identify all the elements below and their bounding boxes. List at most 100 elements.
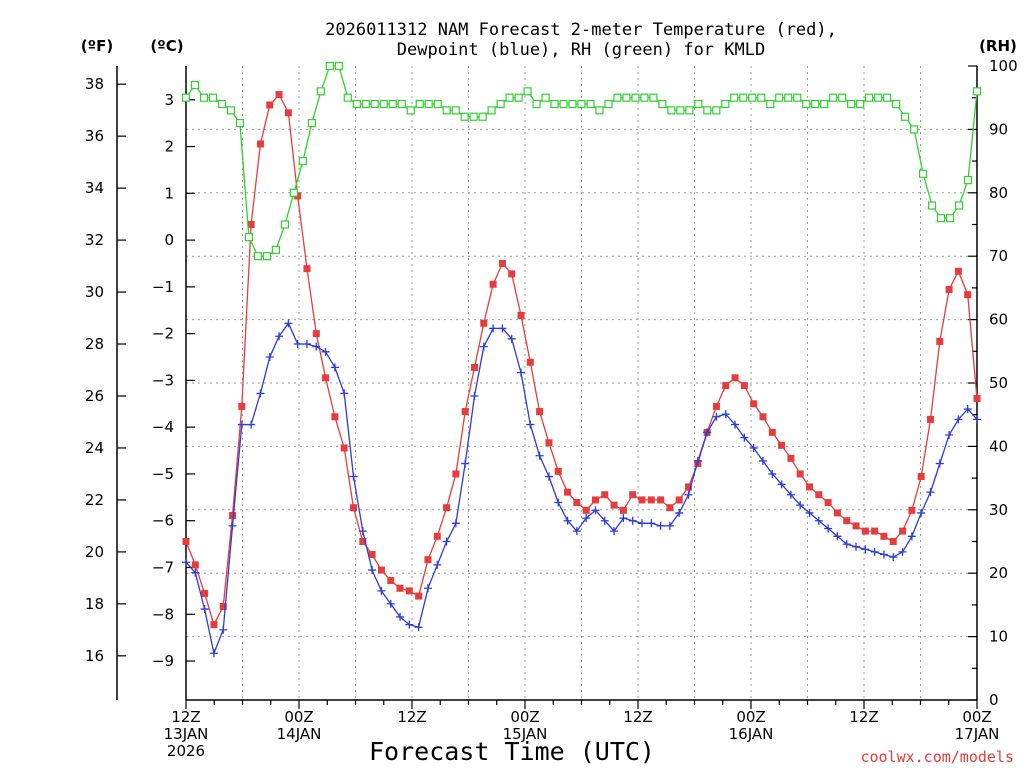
rh-point	[631, 93, 640, 102]
dewpoint-point	[842, 540, 851, 549]
dewpoint-point	[219, 625, 228, 634]
fahrenheit-tick-label: 20	[85, 543, 104, 561]
rh-point	[370, 99, 379, 109]
x-tick-label: 17JAN	[955, 725, 1000, 743]
dewpoint-line	[185, 321, 978, 656]
temperature-point	[954, 267, 962, 275]
rh-point	[856, 99, 865, 109]
temperature-point	[554, 467, 562, 475]
temperature-point	[619, 506, 627, 514]
x-tick-label: 12Z	[849, 708, 878, 726]
rh-point	[874, 93, 883, 102]
dewpoint-point	[861, 545, 870, 554]
dewpoint-point	[182, 558, 190, 567]
rh-point	[595, 106, 604, 115]
dewpoint-point	[693, 456, 702, 465]
temperature-point	[275, 91, 283, 99]
rh-point	[262, 252, 271, 261]
rh-point	[361, 99, 370, 109]
rh-point	[379, 99, 388, 109]
rh-point	[550, 99, 559, 109]
rh-point	[397, 99, 406, 109]
fahrenheit-tick-label: 32	[85, 231, 104, 249]
rh-tick-label: 10	[989, 628, 1008, 646]
temperature-point	[461, 408, 469, 416]
rh-point	[613, 93, 622, 102]
rh-point	[487, 106, 496, 115]
dewpoint-point	[852, 542, 861, 551]
rh-point	[181, 93, 191, 102]
rh-point	[676, 106, 685, 115]
dewpoint-point	[945, 430, 954, 439]
x-tick-label: 00Z	[510, 708, 539, 726]
rh-point	[271, 245, 280, 254]
rh-point	[226, 106, 236, 115]
dewpoint-point	[489, 324, 498, 333]
temperature-point	[675, 496, 683, 504]
temperature-point	[256, 140, 264, 148]
rh-point	[954, 201, 964, 210]
temperature-point	[731, 374, 739, 382]
temperature-point	[238, 402, 246, 410]
celsius-tick-label: −5	[152, 465, 174, 483]
dewpoint-point	[302, 340, 311, 349]
dewpoint-point	[358, 527, 367, 536]
rh-tick-label: 50	[989, 374, 1008, 392]
temperature-point	[917, 473, 925, 481]
temperature-point	[824, 499, 832, 507]
celsius-tick-label: 0	[164, 231, 174, 249]
dewpoint-point	[870, 547, 879, 556]
rh-tick-label: 40	[989, 437, 1008, 455]
rh-point	[190, 80, 200, 90]
x-tick-label: 16JAN	[729, 725, 774, 743]
celsius-tick-label: −4	[152, 418, 174, 436]
rh-point	[685, 106, 694, 115]
dewpoint-point	[442, 537, 451, 546]
rh-tick-label: 60	[989, 311, 1008, 329]
celsius-tick-label: −8	[152, 605, 174, 623]
temperature-point	[340, 444, 348, 452]
dewpoint-point	[526, 420, 535, 429]
temperature-point	[219, 602, 227, 610]
dewpoint-point	[824, 524, 833, 533]
dewpoint-point	[954, 415, 963, 424]
rh-point	[577, 99, 586, 109]
rh-point	[838, 93, 847, 102]
rh-point	[649, 93, 658, 102]
rh-point	[927, 201, 937, 210]
fahrenheit-tick-label: 16	[85, 647, 104, 665]
dewpoint-point	[805, 508, 814, 517]
dewpoint-point	[396, 612, 405, 621]
temperature-point	[368, 550, 376, 558]
dewpoint-point	[293, 340, 302, 349]
rh-point	[451, 106, 460, 115]
temperature-point	[284, 109, 292, 117]
dewpoint-point	[879, 550, 888, 559]
rh-point	[694, 99, 703, 109]
temperature-point	[629, 491, 637, 499]
dewpoint-point	[619, 514, 628, 523]
fahrenheit-unit-label: (ºF)	[81, 37, 113, 55]
dewpoint-point	[647, 519, 656, 528]
dewpoint-point	[433, 560, 442, 569]
rh-point	[640, 93, 649, 102]
chart-axes	[116, 65, 978, 709]
rh-tick-label: 0	[989, 691, 999, 709]
dewpoint-point	[796, 501, 805, 510]
temperature-point	[908, 506, 916, 514]
rh-point	[847, 99, 856, 109]
rh-point	[802, 99, 811, 109]
dewpoint-point	[386, 599, 395, 608]
rh-point	[667, 106, 676, 115]
dewpoint-point	[237, 420, 246, 429]
temperature-point	[796, 470, 804, 478]
rh-point	[343, 93, 352, 102]
rh-point	[784, 93, 793, 102]
rh-point	[604, 99, 613, 109]
temperature-point	[964, 291, 972, 299]
fahrenheit-tick-label: 24	[85, 439, 104, 457]
rh-point	[883, 93, 892, 102]
temperature-point	[331, 413, 339, 421]
dewpoint-point	[703, 428, 712, 437]
dewpoint-point	[479, 342, 488, 351]
